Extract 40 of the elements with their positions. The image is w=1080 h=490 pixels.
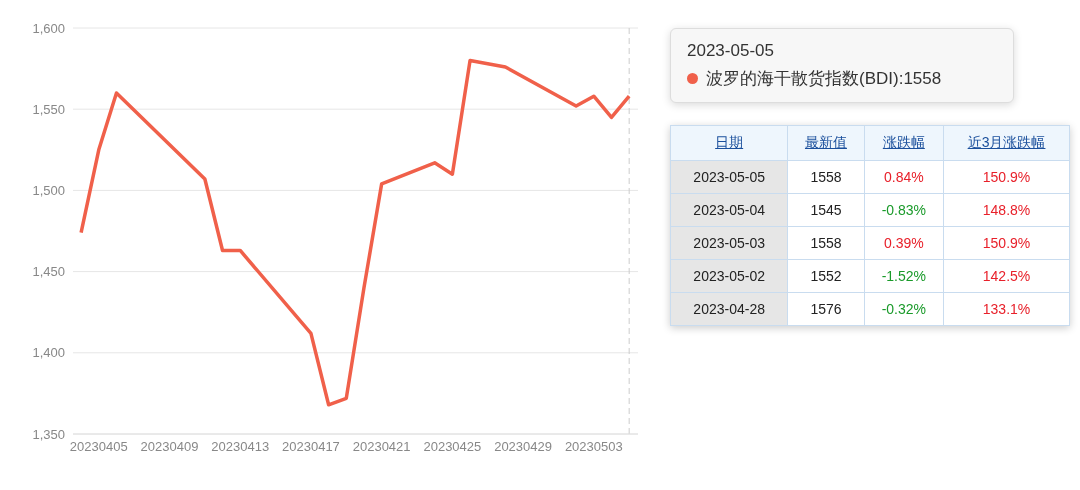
y-tick-label: 1,600 bbox=[32, 20, 65, 36]
text: 1558 bbox=[787, 226, 865, 260]
text: 148.8% bbox=[943, 193, 1070, 227]
text: 142.5% bbox=[943, 259, 1070, 293]
text: -0.83% bbox=[864, 193, 944, 227]
text: 0.84% bbox=[864, 160, 944, 194]
text: 日期 bbox=[670, 125, 788, 161]
x-tick-label: 20230413 bbox=[211, 439, 270, 455]
text: 2023-05-04 bbox=[670, 193, 788, 227]
text: 1545 bbox=[787, 193, 865, 227]
y-tick-label: 1,400 bbox=[32, 345, 65, 361]
x-tick-label: 20230405 bbox=[69, 439, 128, 455]
text: 1576 bbox=[787, 292, 865, 326]
text: 2023-05-03 bbox=[670, 226, 788, 260]
text: 涨跌幅 bbox=[864, 125, 944, 161]
x-tick-label: 20230503 bbox=[564, 439, 623, 455]
text: 150.9% bbox=[943, 160, 1070, 194]
x-tick-label: 20230421 bbox=[352, 439, 411, 455]
text: 近3月涨跌幅 bbox=[943, 125, 1070, 161]
x-tick-label: 20230429 bbox=[494, 439, 553, 455]
text: 133.1% bbox=[943, 292, 1070, 326]
text: -0.32% bbox=[864, 292, 944, 326]
text: 150.9% bbox=[943, 226, 1070, 260]
y-tick-label: 1,550 bbox=[32, 101, 65, 117]
y-tick-label: 1,450 bbox=[32, 264, 65, 280]
line-series bbox=[79, 58, 631, 407]
text: -1.52% bbox=[864, 259, 944, 293]
x-tick-label: 20230425 bbox=[423, 439, 482, 455]
x-tick-label: 20230409 bbox=[140, 439, 199, 455]
text: 2023-05-05 波罗的海干散货指数(BDI):1558 bbox=[687, 41, 943, 90]
text: 0.39% bbox=[864, 226, 944, 260]
text: 2023-04-28 bbox=[670, 292, 788, 326]
text: 2023-05-02 bbox=[670, 259, 788, 293]
x-tick-label: 20230417 bbox=[282, 439, 340, 455]
y-tick-label: 1,500 bbox=[32, 183, 65, 199]
y-tick-label: 1,350 bbox=[32, 426, 65, 442]
text: 2023-05-05 bbox=[670, 160, 788, 194]
text: 1558 bbox=[787, 160, 865, 194]
text: 1552 bbox=[787, 259, 865, 293]
text: 最新值 bbox=[787, 125, 865, 161]
